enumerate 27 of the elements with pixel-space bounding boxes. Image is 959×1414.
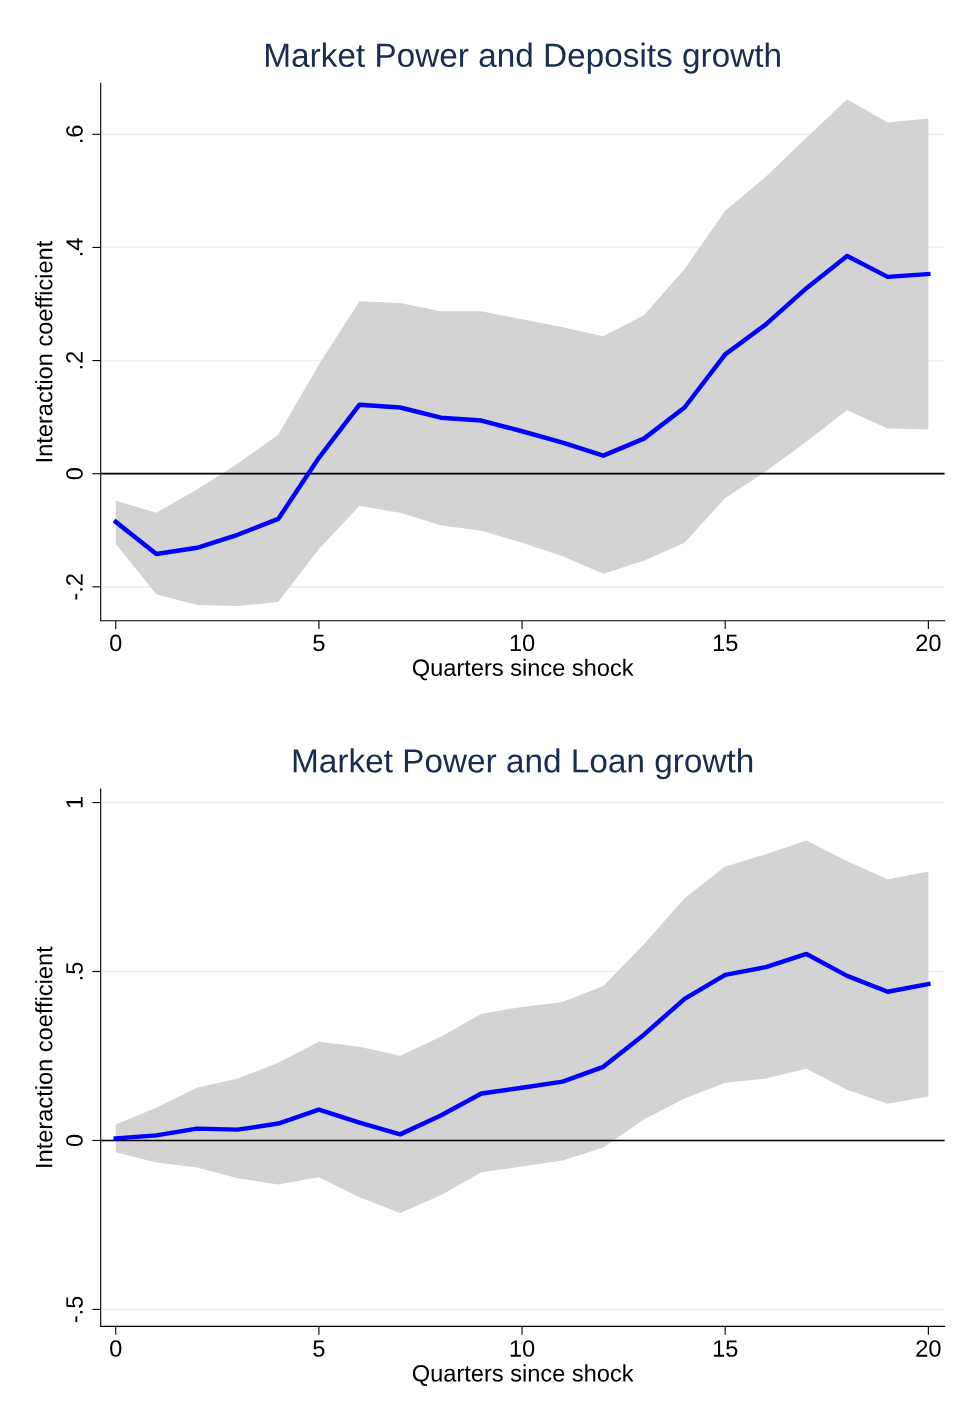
y-tick-label: .5 (66, 962, 83, 980)
y-axis-title: Interaction coefficient (35, 240, 53, 462)
y-tick-label: .6 (66, 125, 83, 143)
y-tick-label: .4 (66, 238, 83, 256)
y-tick-label: -.5 (66, 1296, 83, 1323)
x-tick-label: 5 (313, 634, 325, 652)
x-tick-label: 20 (916, 1340, 941, 1357)
x-tick-label: 0 (110, 634, 122, 652)
y-tick-label: .2 (66, 351, 83, 369)
chart-title: Market Power and Deposits growth (266, 42, 780, 74)
y-tick-label: 1 (66, 797, 83, 808)
y-axis-title: Interaction coefficient (35, 946, 53, 1167)
x-tick-label: 0 (110, 1340, 122, 1357)
y-tick-label: 0 (66, 468, 83, 480)
x-tick-label: 15 (713, 1340, 738, 1357)
x-tick-label: 5 (313, 1340, 325, 1357)
x-tick-label: 15 (713, 634, 738, 652)
x-tick-label: 10 (510, 1340, 535, 1357)
line-series (113, 253, 931, 557)
chart-title: Market Power and Loan growth (293, 748, 753, 780)
x-tick-label: 20 (916, 634, 941, 652)
line-series (113, 951, 931, 1141)
x-tick-label: 10 (510, 634, 535, 652)
y-tick-label: 0 (66, 1134, 83, 1147)
x-axis-title: Quarters since shock (412, 658, 634, 681)
x-axis-title: Quarters since shock (412, 1364, 634, 1386)
y-tick-label: -.2 (66, 574, 83, 600)
